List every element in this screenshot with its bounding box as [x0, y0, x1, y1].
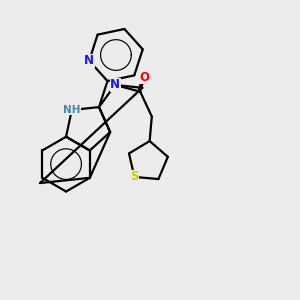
Text: S: S	[130, 170, 139, 183]
Text: O: O	[139, 70, 149, 84]
Text: N: N	[84, 54, 94, 67]
Text: NH: NH	[63, 105, 80, 115]
Text: N: N	[110, 78, 120, 92]
